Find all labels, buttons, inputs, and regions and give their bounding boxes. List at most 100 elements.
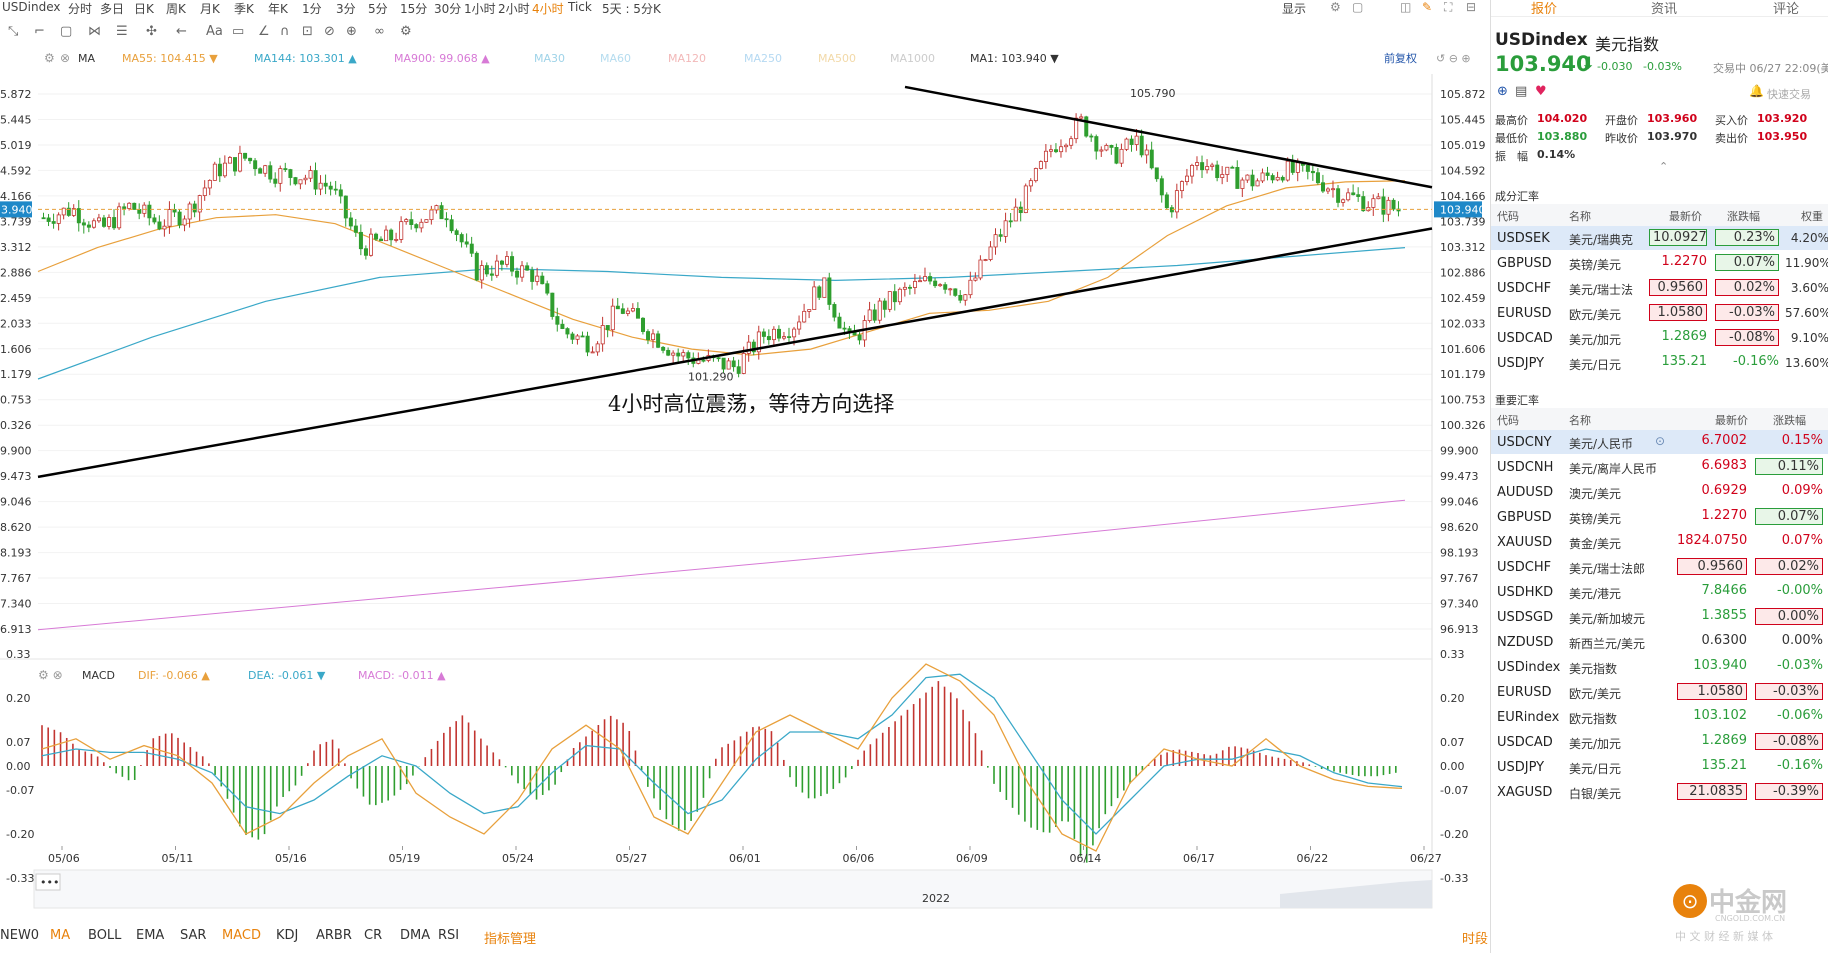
row-code[interactable]: USDSGD xyxy=(1497,610,1554,625)
rect-tool-icon[interactable]: ▢ xyxy=(60,24,73,39)
fullscreen-icon[interactable]: ⛶ xyxy=(1444,0,1453,14)
indicator-tab[interactable]: ARBR xyxy=(316,928,352,943)
settings-tool-icon[interactable]: ⚙ xyxy=(400,24,412,39)
macd-settings-icon[interactable]: ⚙ ⊗ xyxy=(38,668,63,682)
row-code[interactable]: USDCAD xyxy=(1497,735,1553,750)
period-tab[interactable]: Tick xyxy=(568,0,592,14)
period-tab[interactable]: 1分 xyxy=(302,2,322,16)
navigator-menu-icon[interactable] xyxy=(35,873,61,891)
indicator-tab[interactable]: NEW0 xyxy=(0,928,40,943)
panel-tab[interactable]: 评论 xyxy=(1773,2,1800,17)
collapse-icon[interactable]: ⌃ xyxy=(1659,160,1669,173)
fib-tool-icon[interactable]: ⋈ xyxy=(88,24,101,39)
resistance-trendline[interactable] xyxy=(904,85,1433,189)
globe-icon[interactable]: ⊕ xyxy=(1497,84,1508,99)
ma-indicator-label[interactable]: MA xyxy=(78,52,95,65)
period-tab[interactable]: 15分 xyxy=(400,2,428,16)
row-code[interactable]: EURUSD xyxy=(1497,306,1552,321)
channel-tool-icon[interactable]: ☰ xyxy=(116,24,128,39)
candle-body xyxy=(882,300,887,310)
period-tab[interactable]: 季K xyxy=(234,2,254,16)
text-tool[interactable]: Aa xyxy=(206,24,223,39)
row-code[interactable]: EURindex xyxy=(1497,710,1560,725)
row-code[interactable]: USDCHF xyxy=(1497,560,1552,575)
indicator-tab[interactable]: KDJ xyxy=(276,928,299,943)
row-code[interactable]: GBPUSD xyxy=(1497,510,1552,525)
candle-body xyxy=(333,188,338,191)
period-tab[interactable]: 月K xyxy=(200,2,220,16)
favorite-icon[interactable]: ♥ xyxy=(1535,84,1547,99)
camera-icon[interactable]: ◫ xyxy=(1400,0,1412,14)
indicator-tab[interactable]: MA xyxy=(50,928,71,943)
panel-tab[interactable]: 资讯 xyxy=(1651,2,1678,17)
period-tab[interactable]: 5天 : 5分K xyxy=(602,2,661,16)
magnet-tool-icon[interactable]: ∩ xyxy=(280,24,290,39)
row-code[interactable]: NZDUSD xyxy=(1497,635,1554,650)
note-icon[interactable]: ▤ xyxy=(1515,84,1528,99)
row-code[interactable]: USDSEK xyxy=(1497,231,1550,246)
row-code[interactable]: USDCNY xyxy=(1497,435,1552,450)
brush-tool-icon[interactable]: ∠ xyxy=(258,24,270,39)
cursor-tool-icon[interactable]: ⤡ xyxy=(8,24,19,39)
period-tab[interactable]: 日K xyxy=(134,2,154,16)
period-tab[interactable]: 多日 xyxy=(100,2,125,16)
line-tool-icon[interactable]: ⌐ xyxy=(34,24,45,39)
settings-icon[interactable]: ⚙ xyxy=(1330,0,1341,14)
time-navigator[interactable] xyxy=(33,869,1433,909)
row-code[interactable]: XAUUSD xyxy=(1497,535,1553,550)
ma-settings-icon[interactable]: ⚙ xyxy=(44,51,55,65)
row-code[interactable]: USDCNH xyxy=(1497,460,1554,475)
arrow-tool-icon[interactable]: ← xyxy=(176,24,187,39)
quick-trade[interactable]: 快速交易 xyxy=(1767,88,1811,101)
panel-tab[interactable]: 报价 xyxy=(1531,2,1558,17)
indicator-tab[interactable]: RSI xyxy=(438,928,460,943)
bell-icon[interactable]: 🔔 xyxy=(1749,84,1764,98)
indicator-tab[interactable]: BOLL xyxy=(88,928,122,943)
row-code[interactable]: USDCHF xyxy=(1497,281,1552,296)
ma-close-icon[interactable]: ⊗ xyxy=(60,51,70,65)
row-code[interactable]: USDJPY xyxy=(1497,356,1545,371)
indicator-tab[interactable]: SAR xyxy=(180,928,207,943)
period-tab[interactable]: 4小时 xyxy=(532,2,564,16)
indicator-tab[interactable]: EMA xyxy=(136,928,165,943)
eye-icon[interactable]: ⊙ xyxy=(1655,434,1666,448)
period-tab[interactable]: 周K xyxy=(166,2,186,16)
link-tool-icon[interactable]: ∞ xyxy=(374,24,385,39)
candle-body xyxy=(515,270,520,278)
layout-icon[interactable]: ▢ xyxy=(1352,0,1364,14)
reset-icon[interactable]: ↺ ⊖ ⊕ xyxy=(1436,52,1471,65)
row-code[interactable]: XAGUSD xyxy=(1497,785,1553,800)
comment-tool-icon[interactable]: ▭ xyxy=(232,24,245,39)
chart-area[interactable]: ⚙ ⊗ MA MA55: 104.415 ▼ MA144: 103.301 ▲ MA900… xyxy=(0,44,1490,914)
draw-icon[interactable]: ✎ xyxy=(1422,0,1433,14)
display-menu[interactable]: 显示 xyxy=(1282,2,1307,16)
macd-indicator-label[interactable]: MACD xyxy=(82,669,115,682)
period-tab[interactable]: 1小时 xyxy=(464,2,496,16)
period-tab[interactable]: 分时 xyxy=(68,2,93,16)
row-code[interactable]: USDJPY xyxy=(1497,760,1545,775)
navigator-window[interactable] xyxy=(1280,880,1432,908)
row-code[interactable]: EURUSD xyxy=(1497,685,1552,700)
support-trendline[interactable] xyxy=(37,227,1433,479)
lock-tool-icon[interactable]: ⊡ xyxy=(302,24,313,39)
indicator-tab[interactable]: 指标管理 xyxy=(484,932,537,947)
period-tab[interactable]: 30分 xyxy=(434,2,462,16)
indicator-tab[interactable]: DMA xyxy=(400,928,431,943)
period-tab[interactable]: 3分 xyxy=(336,2,356,16)
indicator-tab[interactable]: CR xyxy=(364,928,383,943)
restore-label[interactable]: 前复权 xyxy=(1384,51,1417,65)
layers-tool-icon[interactable]: ⊕ xyxy=(346,24,357,39)
row-code[interactable]: USDindex xyxy=(1497,660,1561,675)
period-tab[interactable]: 5分 xyxy=(368,2,388,16)
row-code[interactable]: GBPUSD xyxy=(1497,256,1552,271)
row-code[interactable]: USDHKD xyxy=(1497,585,1554,600)
hide-tool-icon[interactable]: ⊘ xyxy=(324,24,335,39)
close-panel-icon[interactable]: ⊟ xyxy=(1466,0,1477,14)
indicator-tab[interactable]: MACD xyxy=(222,928,261,943)
period-tab[interactable]: 年K xyxy=(268,2,288,16)
row-code[interactable]: AUDUSD xyxy=(1497,485,1554,500)
measure-tool-icon[interactable]: ✣ xyxy=(146,24,157,39)
period-tab[interactable]: 2小时 xyxy=(498,2,530,16)
session-button[interactable]: 时段 xyxy=(1462,932,1489,947)
row-code[interactable]: USDCAD xyxy=(1497,331,1553,346)
